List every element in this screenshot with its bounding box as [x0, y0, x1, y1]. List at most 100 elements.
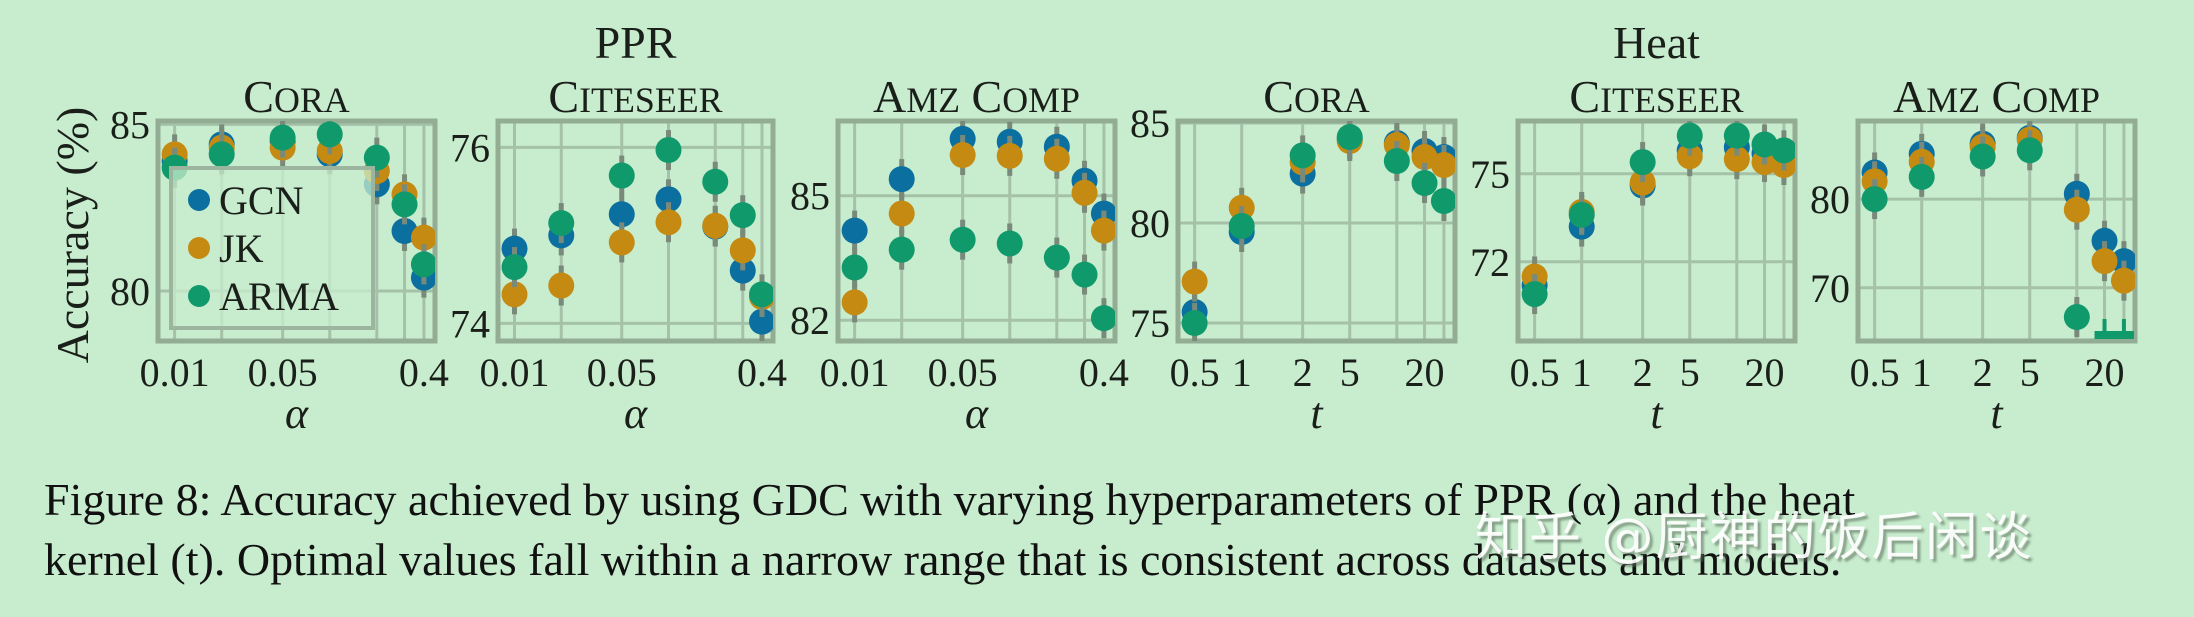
x-axis-label: t — [1310, 389, 1324, 438]
panel-heat-amz-comp: 70 80 0.5 1 2 5 20 t AMZ COMP — [1810, 71, 2138, 438]
legend-label-gcn: GCN — [219, 178, 303, 223]
data-point-arma — [729, 202, 756, 229]
data-point-arma — [1770, 137, 1795, 164]
panel-title: CITESEER — [1569, 71, 1743, 122]
data-point-jk — [1181, 268, 1208, 295]
data-point-jk — [1629, 169, 1656, 196]
data-point-arma — [1969, 143, 1996, 170]
data-point-jk — [1071, 179, 1098, 206]
x-axis-label: t — [1990, 389, 2004, 438]
x-axis-label: α — [285, 389, 309, 438]
data-point-jk — [1430, 152, 1455, 178]
y-tick-label: 70 — [1810, 266, 1850, 311]
data-point-jk — [548, 272, 575, 299]
data-point-arma — [1629, 149, 1656, 176]
data-point-jk — [888, 200, 915, 227]
x-tick-label: 0.5 — [1170, 350, 1220, 395]
watermark: 知乎 @厨神的饭后闲谈 — [1475, 508, 2034, 568]
data-point-arma — [269, 124, 296, 151]
data-point-jk — [1723, 146, 1750, 173]
x-tick-label: 0.05 — [587, 350, 657, 395]
axes-frame — [1515, 118, 1798, 344]
y-axis-label: Accuracy (%) — [47, 107, 98, 364]
y-tick-label: 80 — [1130, 201, 1170, 246]
data-point-jk — [608, 229, 635, 256]
y-tick-label: 76 — [450, 125, 490, 170]
x-tick-label: 0.5 — [1510, 350, 1560, 395]
panel-ppr-cora: 80 85 0.01 0.05 0.4 α CORA Accuracy (%) GCNJKARM… — [47, 71, 449, 438]
y-tick-label: 74 — [450, 301, 490, 346]
data-point-arma — [1568, 201, 1595, 228]
x-tick-label: 0.4 — [399, 350, 449, 395]
x-tick-label: 0.05 — [248, 350, 318, 395]
x-tick-label: 2 — [1293, 350, 1313, 395]
legend-label-jk: JK — [219, 226, 264, 271]
data-point-jk — [2091, 248, 2118, 275]
legend-label-arma: ARMA — [219, 274, 339, 319]
x-tick-label: 1 — [1912, 350, 1932, 395]
legend-marker-arma — [188, 285, 210, 307]
x-tick-label: 5 — [1680, 350, 1700, 395]
figure-caption: Figure 8: Accuracy achieved by using GDC… — [44, 470, 2174, 590]
data-point-gcn — [888, 166, 915, 193]
panel-title: CITESEER — [548, 71, 722, 122]
axes-frame — [495, 118, 776, 344]
figure-8-hyperparameter-plots: 80 85 0.01 0.05 0.4 α CORA Accuracy (%) GCN JK ARM… — [47, 17, 2138, 438]
data-point-arma — [1676, 122, 1703, 149]
panel-title: AMZ COMP — [1893, 71, 2100, 122]
data-point-jk — [1043, 145, 1070, 172]
data-point-arma — [1723, 122, 1750, 149]
data-point-arma — [1289, 142, 1316, 169]
axes-frame — [1855, 118, 2138, 344]
x-tick-label: 5 — [2020, 350, 2040, 395]
data-point-arma — [1383, 148, 1410, 174]
x-axis-label: α — [965, 389, 989, 438]
data-point-arma — [208, 141, 235, 168]
data-point-arma — [888, 236, 915, 263]
data-point-arma — [1228, 213, 1255, 239]
data-point-arma — [749, 281, 773, 308]
data-point-arma — [1071, 261, 1098, 288]
y-tick-label: 75 — [1130, 301, 1170, 346]
x-tick-label: 0.01 — [480, 350, 550, 395]
x-axis-label: α — [624, 389, 648, 438]
y-tick-label: 85 — [110, 102, 150, 147]
off-axis-arrow-icon — [2094, 319, 2115, 339]
data-point-arma — [1181, 310, 1208, 336]
x-tick-label: 1 — [1232, 350, 1252, 395]
panel-heat-cora: 75 80 85 0.5 1 2 5 20 t CORA — [1130, 71, 1458, 438]
data-point-jk — [702, 212, 729, 239]
data-point-jk — [410, 224, 435, 251]
data-point-arma — [702, 168, 729, 195]
data-point-jk — [1676, 143, 1703, 170]
data-point-arma — [501, 254, 528, 281]
data-point-arma — [363, 144, 390, 171]
y-tick-label: 80 — [1810, 177, 1850, 222]
data-point-arma — [1908, 163, 1935, 190]
x-tick-label: 0.01 — [820, 350, 890, 395]
data-point-arma — [391, 191, 418, 218]
x-tick-label: 1 — [1572, 350, 1592, 395]
data-point-jk — [996, 142, 1023, 169]
data-point-gcn — [655, 186, 682, 213]
y-tick-label: 80 — [110, 269, 150, 314]
data-point-jk — [2063, 196, 2090, 223]
y-tick-label: 85 — [1130, 101, 1170, 146]
group-title: Heat — [1613, 17, 1700, 68]
y-tick-label: 82 — [790, 298, 830, 343]
data-point-arma — [1521, 281, 1548, 308]
data-point-arma — [608, 162, 635, 189]
x-tick-label: 2 — [1973, 350, 1993, 395]
data-point-arma — [949, 226, 976, 253]
data-point-arma — [1336, 124, 1363, 150]
data-point-arma — [1043, 244, 1070, 271]
off-axis-arrow-icon — [2113, 319, 2134, 339]
data-point-arma — [655, 137, 682, 164]
plots-canvas: 80 85 0.01 0.05 0.4 α CORA Accuracy (%) GCNJKARM… — [47, 17, 2138, 438]
legend-marker-gcn — [188, 189, 210, 211]
caption-line-1: Figure 8: Accuracy achieved by using GDC… — [44, 474, 1856, 525]
data-point-gcn — [2091, 227, 2118, 254]
panel-title: CORA — [243, 71, 350, 122]
